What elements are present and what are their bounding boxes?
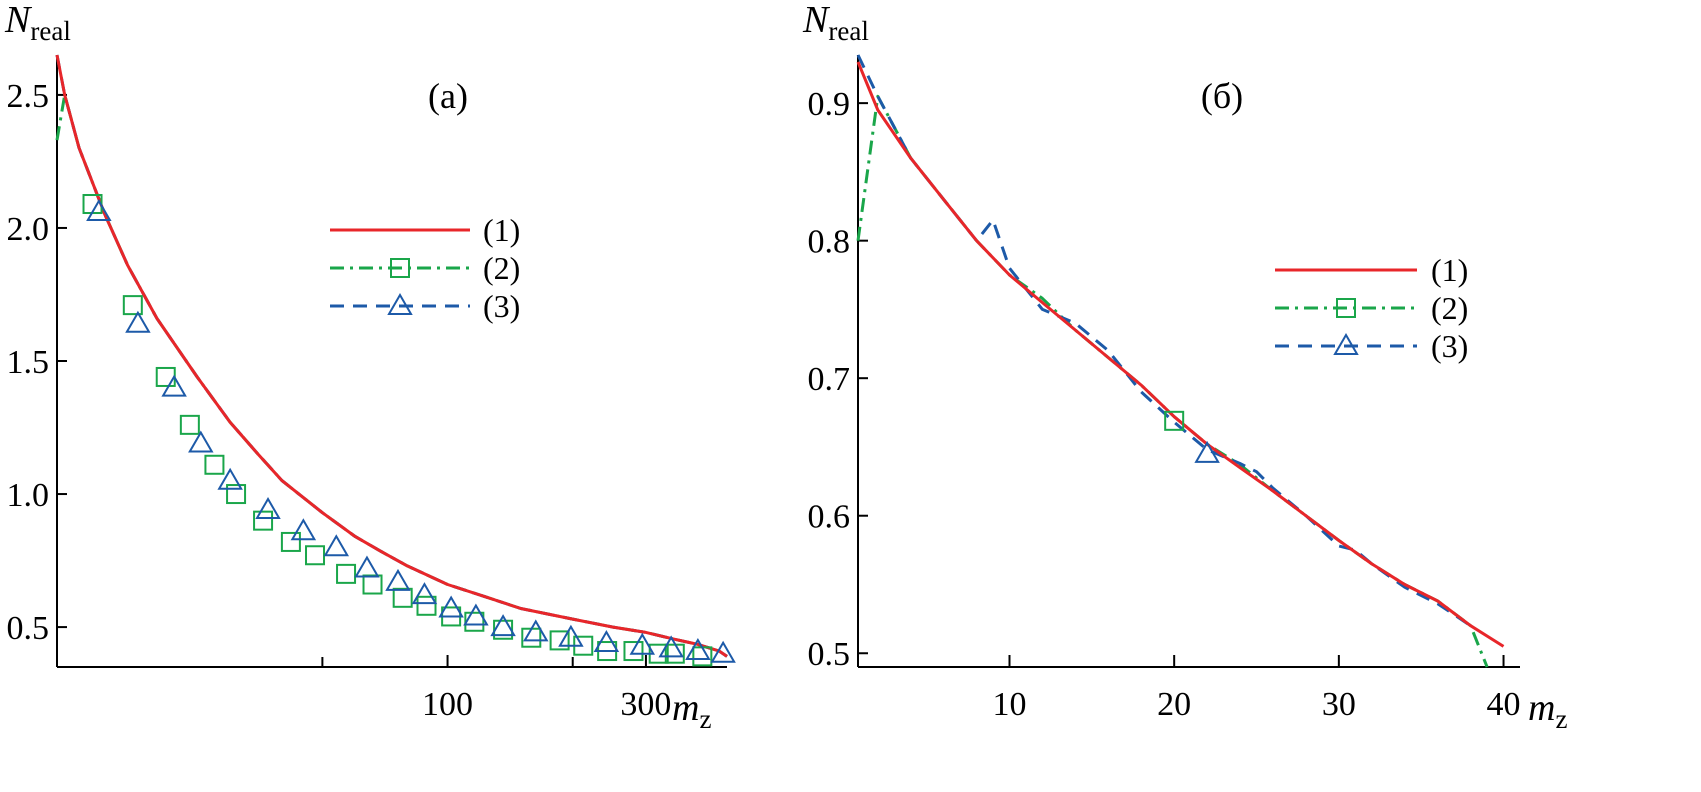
series-2-marker <box>155 366 176 387</box>
series-3-marker <box>385 568 411 591</box>
y-axis-label-sub: real <box>30 16 70 46</box>
legend-label-1: (1) <box>483 212 520 248</box>
series-3-marker <box>685 638 711 661</box>
series-3-marker <box>188 430 214 453</box>
series-3-marker <box>658 635 684 658</box>
series-2-marker <box>179 414 200 435</box>
series-line-3 <box>856 54 1472 627</box>
legend-marker-3 <box>387 293 413 315</box>
y-axis-label-main: N <box>4 0 33 41</box>
x-axis-label: mz <box>672 687 711 734</box>
x-tick-label: 40 <box>1487 686 1521 723</box>
series-2-marker <box>392 587 413 608</box>
x-axis-label-sub: z <box>1555 704 1567 734</box>
series-3-marker <box>86 198 112 221</box>
legend-marker-3 <box>1333 333 1359 355</box>
x-axis-label-main: m <box>1528 687 1555 729</box>
series-2-marker <box>521 627 542 648</box>
legend-label-3: (3) <box>1431 328 1468 364</box>
series-3-marker <box>125 310 151 333</box>
series-3-marker <box>438 595 464 618</box>
series-3-marker <box>1194 440 1220 463</box>
y-tick-label: 0.7 <box>808 361 851 398</box>
legend-label-3: (3) <box>483 288 520 324</box>
legend-label-2: (2) <box>483 250 520 286</box>
y-tick-label: 0.6 <box>808 499 851 536</box>
legend: (1)(2)(3) <box>330 212 520 324</box>
panel-label: (a) <box>428 76 468 116</box>
series-3-marker <box>463 603 489 626</box>
y-axis-label: Nreal <box>802 0 869 46</box>
x-tick-label: 300 <box>620 686 671 723</box>
series-3-marker <box>411 582 438 605</box>
series-2-marker <box>362 574 383 595</box>
series-line-2 <box>856 94 1489 668</box>
y-axis-label-main: N <box>802 0 831 41</box>
legend-marker-2 <box>390 258 410 278</box>
x-tick-label: 10 <box>993 686 1027 723</box>
panel-label: (б) <box>1201 76 1243 116</box>
series-3-marker <box>490 614 516 637</box>
series-3-marker <box>593 630 620 653</box>
x-tick-label: 100 <box>422 686 473 723</box>
series-3-marker <box>558 624 584 647</box>
y-tick-label: 0.5 <box>808 636 851 673</box>
x-tick-label: 20 <box>1157 686 1191 723</box>
series-2-marker <box>549 630 570 651</box>
y-tick-label: 1.5 <box>7 344 50 381</box>
y-tick-label: 2.5 <box>7 78 50 115</box>
x-axis-label-sub: z <box>699 704 711 734</box>
series-3-marker <box>629 632 656 655</box>
y-axis-label: Nreal <box>4 0 71 46</box>
series-3-marker <box>255 497 281 520</box>
y-axis-label-sub: real <box>828 16 868 46</box>
panel-b: 0.5 0.6 0.7 0.8 0.9 10 20 30 40 Nreal mz (б) (1)(2)(… <box>802 0 1567 734</box>
series-line-3 <box>55 54 728 658</box>
x-tick-label: 30 <box>1322 686 1356 723</box>
series-2-marker <box>1164 410 1185 431</box>
series-2-marker <box>305 545 326 566</box>
series-3-marker <box>323 534 350 557</box>
y-tick-label: 0.8 <box>808 224 851 261</box>
series-2-marker <box>416 595 437 616</box>
y-tick-label: 2.0 <box>7 211 50 248</box>
series-3-marker <box>161 374 187 397</box>
series-2-marker <box>204 454 225 475</box>
series-3-marker <box>290 518 317 541</box>
x-axis-label-main: m <box>672 687 699 729</box>
series-2-marker <box>122 295 143 316</box>
series-3-marker <box>523 619 549 642</box>
series-line-1 <box>55 54 728 658</box>
legend-marker-2 <box>1336 298 1356 318</box>
series-2-marker <box>226 484 247 505</box>
series-2-marker <box>253 510 274 531</box>
x-axis-label: mz <box>1528 687 1567 734</box>
series-2-marker <box>623 641 644 662</box>
series-2-marker <box>692 646 713 667</box>
legend: (1)(2)(3) <box>1275 252 1468 364</box>
series-3-marker <box>217 467 243 490</box>
series-2-marker <box>280 531 301 552</box>
legend-label-2: (2) <box>1431 290 1468 326</box>
series-line-1 <box>856 61 1505 648</box>
panel-a: 0.5 1.0 1.5 2.0 2.5 100 300 Nreal mz (a) (1)(2)(3) <box>4 0 736 734</box>
y-tick-label: 0.5 <box>7 610 50 647</box>
y-tick-label: 0.9 <box>808 86 851 123</box>
series-3-marker <box>354 555 380 578</box>
series-3-marker <box>710 640 736 663</box>
y-tick-label: 1.0 <box>7 477 50 514</box>
legend-label-1: (1) <box>1431 252 1468 288</box>
series-2-marker <box>336 563 357 584</box>
